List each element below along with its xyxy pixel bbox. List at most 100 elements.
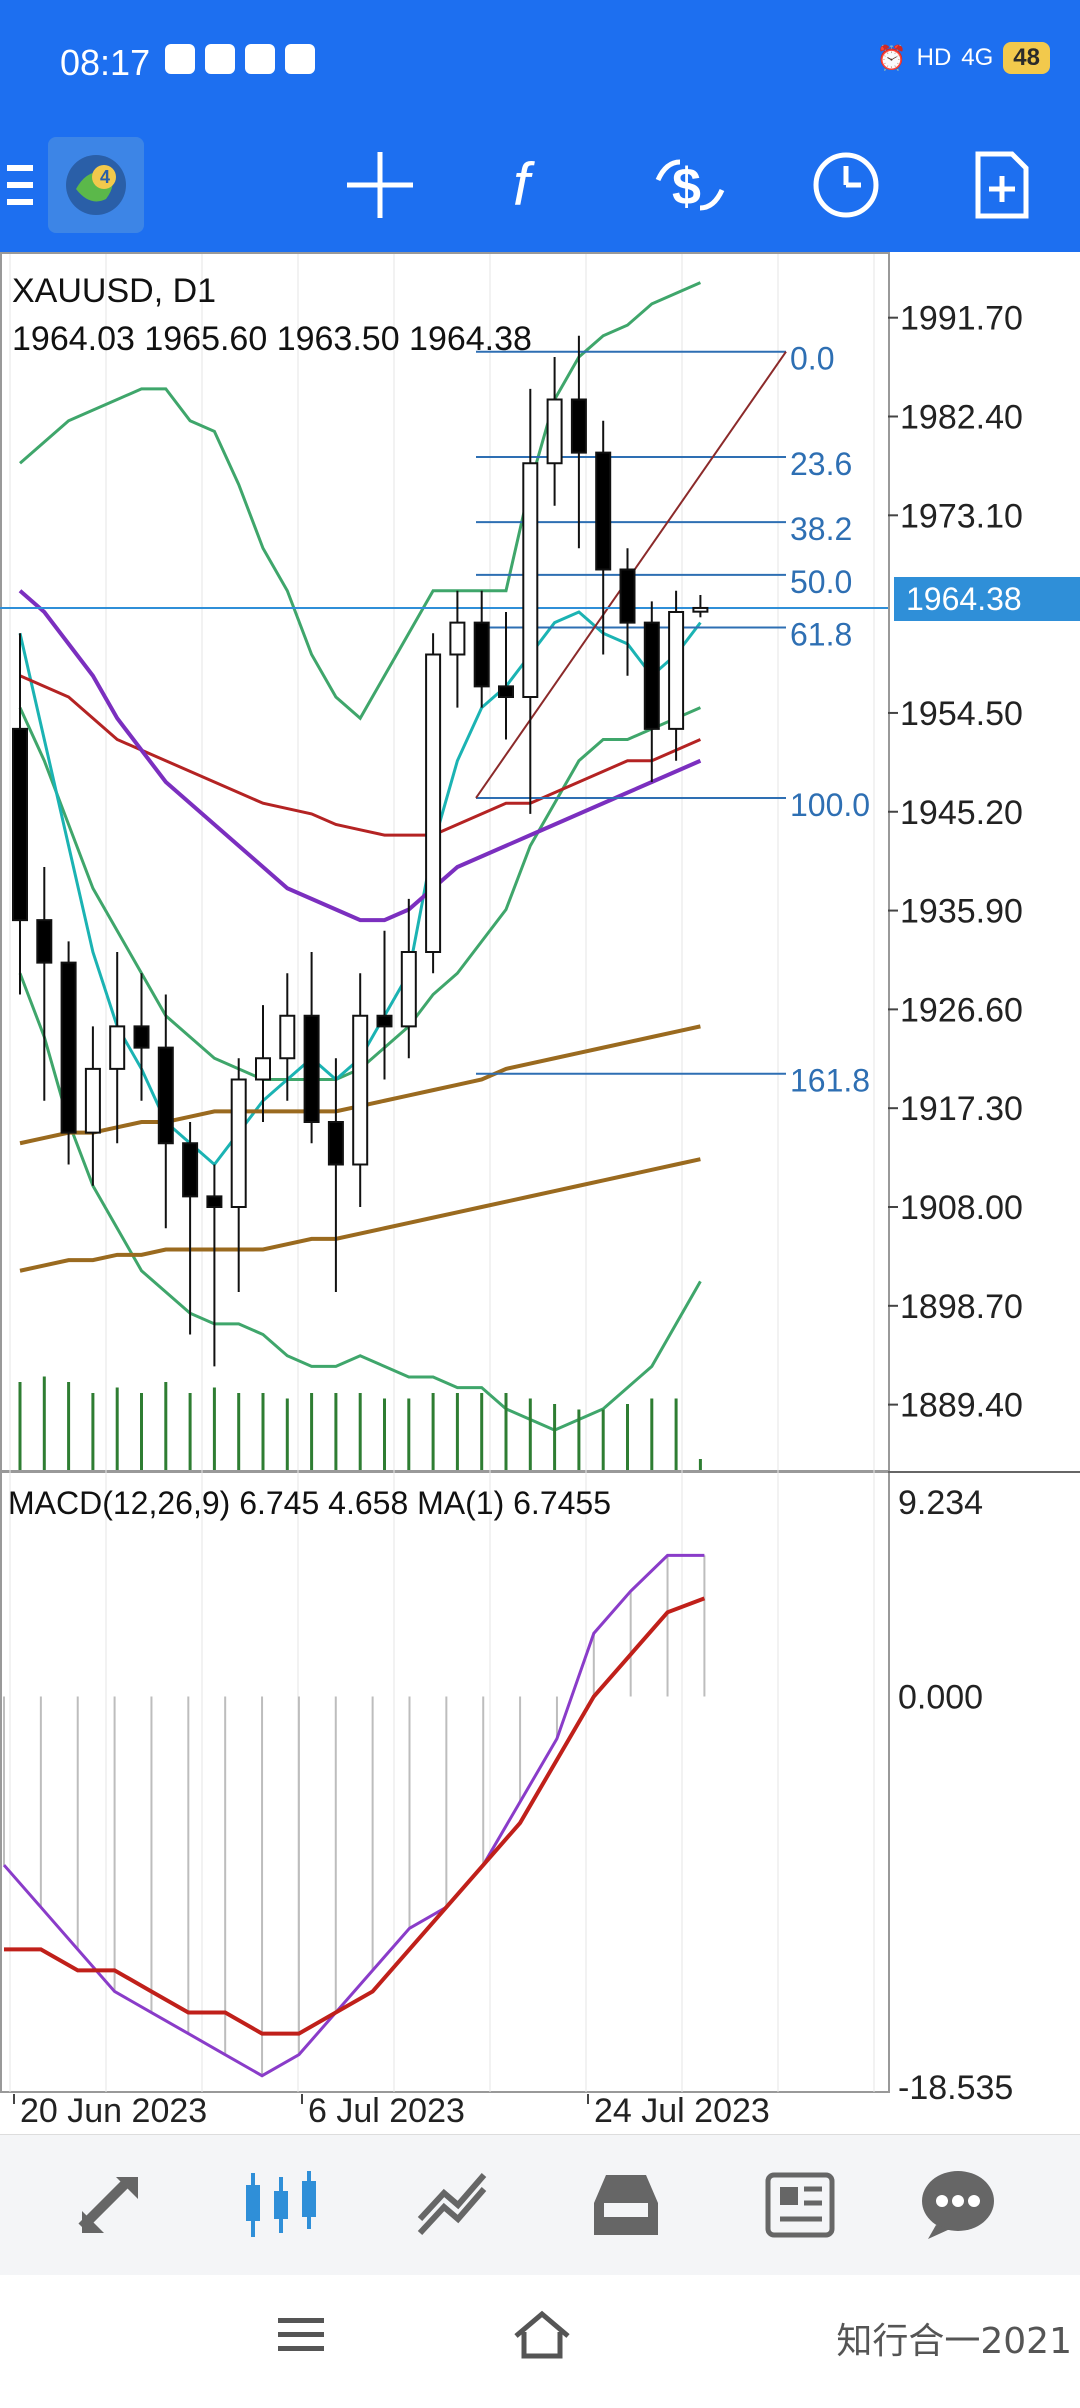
network-label: 4G [961,44,994,71]
candle-body [546,398,563,465]
price-tick-label: 1973.10 [900,497,1023,535]
mt4-logo[interactable]: 4 [48,130,144,240]
fibonacci-retracement[interactable]: 0.0 23.6 38.2 50.0 61.8 100.0 161.8 [0,341,888,1099]
fib-level-label: 100.0 [790,787,870,823]
trend-icon [417,2173,487,2236]
candle-body [449,621,466,656]
status-right: ⏰ HD 4G 48 [877,42,1050,74]
svg-text:f: f [513,151,535,218]
macd-tick-label: -18.535 [898,2069,1013,2107]
price-tick-label: 1954.50 [900,695,1023,733]
ohlc-values: 1964.03 1965.60 1963.50 1964.38 [12,320,532,358]
bottom-navigation [0,2134,1080,2275]
period-button[interactable] [806,130,886,240]
nav-news[interactable] [760,2165,840,2245]
ma-purple [18,589,702,923]
fib-level-label: 50.0 [790,564,852,600]
candle-body [352,1014,369,1166]
nav-history[interactable] [586,2165,666,2245]
notification-icon [285,44,315,74]
system-navigation-bar: 知行合一2021 [0,2280,1080,2408]
inbox-icon [594,2175,658,2235]
crown-icon [245,44,275,74]
ma-brown-2 [19,1157,701,1273]
candle-body [498,685,514,698]
svg-text:4: 4 [100,167,110,187]
clock-icon [813,152,879,218]
candle-body [255,1057,271,1081]
price-tick-label: 1898.70 [900,1288,1023,1326]
candlestick-icon [246,2171,316,2237]
macd-tick-label: 9.234 [898,1484,983,1522]
macd-pane-frame [0,1471,890,2093]
time-tick-label: 6 Jul 2023 [308,2092,465,2130]
fib-level-label: 0.0 [790,341,834,377]
price-tick-label: 1935.90 [900,893,1023,931]
menu-lines-icon [278,2318,324,2351]
watermark: 知行合一2021 [836,2321,1072,2362]
price-tick-label: 1945.20 [900,794,1023,832]
candle-body [692,606,709,613]
price-tick-label: 1926.60 [900,991,1023,1029]
status-notification-icons [165,44,315,74]
menu-icon [7,165,33,205]
status-time: 08:17 [60,42,151,83]
price-tick-label: 1917.30 [900,1090,1023,1128]
crosshair-button[interactable] [340,130,420,240]
candle-body [570,398,587,454]
price-chart[interactable]: 0.0 23.6 38.2 50.0 61.8 100.0 161.8 9.234 0.000… [0,252,1080,2132]
candle-body [84,1067,101,1134]
fib-level-label: 161.8 [790,1063,870,1099]
fib-level-label: 23.6 [790,446,852,482]
home-button[interactable] [512,2310,572,2365]
app-top-bar: 08:17 ⏰ HD 4G 48 4 [0,0,1080,252]
nav-trade[interactable] [412,2165,492,2245]
news-icon [765,2172,835,2238]
grid-lines [9,254,875,2092]
macd-label: MACD(12,26,9) 6.745 4.658 MA(1) 6.7455 [8,1485,611,1521]
candle-body [400,951,417,1028]
quotes-arrows-icon [78,2177,138,2233]
candle-body [522,462,539,698]
hd-label: HD [916,44,952,71]
menu-button[interactable] [0,130,40,240]
chart-area[interactable]: 0.0 23.6 38.2 50.0 61.8 100.0 161.8 9.234 0.000… [0,252,1080,2132]
time-axis: 20 Jun 2023 6 Jul 2023 24 Jul 2023 [13,2092,770,2130]
ma-red [19,674,702,837]
chat-icon [922,2171,994,2239]
recent-apps-button[interactable] [276,2310,326,2365]
candle-body [425,653,442,953]
candle-body [619,568,636,624]
candle-body [182,1142,199,1198]
nav-messages[interactable] [918,2165,998,2245]
new-order-button[interactable] [962,130,1042,240]
trade-button[interactable]: $ [645,130,735,240]
macd-indicator: 9.234 0.000 -18.535 [2,1484,1013,2107]
candle-body [109,1025,126,1070]
bollinger-upper [19,281,702,721]
function-icon: f [513,151,535,218]
current-price-label: 1964.38 [906,581,1022,617]
macd-tick-label: 0.000 [898,1679,983,1717]
crosshair-icon [347,152,413,218]
mt4-logo-icon: 4 [48,137,144,233]
macd-signal-line [4,1596,706,2036]
current-price-tag [894,577,1080,621]
time-tick-label: 20 Jun 2023 [20,2092,207,2130]
nav-quotes[interactable] [70,2165,150,2245]
price-pane-frame [0,252,890,1472]
add-document-icon [975,151,1029,219]
price-tick-label: 1889.40 [900,1387,1023,1425]
battery-indicator: 48 [1003,42,1050,74]
candle-body [230,1078,247,1208]
indicators-button[interactable]: f [493,130,573,240]
volume-bars [18,1376,702,1470]
alarm-icon: ⏰ [876,44,907,72]
chart-toolbar: 4 f $ [0,130,1080,240]
candle-body [279,1014,296,1060]
macd-main-line [2,1553,705,2078]
price-axis: 1991.70 1982.40 1973.10 1954.50 1945.20 1935.… [888,300,1023,1425]
candle-body [327,1121,344,1166]
nav-chart[interactable] [240,2165,320,2245]
candle-body [36,919,53,964]
